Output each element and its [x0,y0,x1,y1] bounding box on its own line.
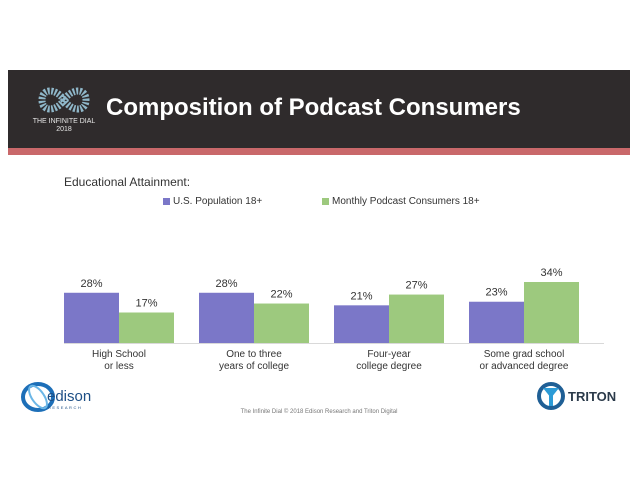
category-label: Four-year [367,349,411,360]
category-label: or advanced degree [480,361,569,372]
data-label: 21% [350,290,372,302]
infinite-dial-logo-text: THE INFINITE DIAL 2018 [22,118,106,134]
chart-title: Educational Attainment: [64,175,191,189]
page-title: Composition of Podcast Consumers [106,94,521,121]
category-label: One to three [226,349,282,360]
triton-digital-logo: TRITON [537,382,616,410]
data-label: 27% [405,280,427,292]
data-label: 28% [215,278,237,290]
data-label: 23% [485,287,507,299]
legend-item-us-population: U.S. Population 18+ [163,196,262,207]
bar-us-population-2 [334,305,389,343]
category-label: Some grad school [484,349,565,360]
category-label: High School [92,349,146,360]
triton-wordmark: TRITON [568,389,616,404]
footer-copyright: The Infinite Dial © 2018 Edison Research… [240,409,398,415]
bar-podcast-consumers-2 [389,294,444,343]
data-label: 22% [270,289,292,301]
category-label: or less [104,361,133,372]
logo-line-2: 2018 [56,126,72,133]
data-label: 17% [135,298,157,310]
edison-tagline: RESEARCH [48,405,82,410]
bar-podcast-consumers-0 [119,312,174,343]
data-label: 34% [540,267,562,279]
bar-podcast-consumers-1 [254,303,309,343]
category-label: years of college [219,361,289,372]
bar-podcast-consumers-3 [524,282,579,343]
legend-item-podcast-consumers: Monthly Podcast Consumers 18+ [322,196,480,207]
bar-us-population-0 [64,292,119,343]
edison-wordmark: edison [47,388,91,405]
legend-swatch-podcast-consumers [322,198,329,205]
legend-label-us-population: U.S. Population 18+ [173,196,263,207]
category-label: college degree [356,361,422,372]
legend-swatch-us-population [163,198,170,205]
logo-line-1: THE INFINITE DIAL [32,118,96,125]
bar-us-population-3 [469,301,524,343]
header-accent-stripe [8,148,630,155]
data-label: 28% [80,278,102,290]
edison-research-logo: edison RESEARCH [21,382,91,412]
bar-us-population-1 [199,292,254,343]
legend-label-podcast-consumers: Monthly Podcast Consumers 18+ [332,196,480,207]
infinity-logo-icon [38,87,90,113]
header-bar [8,70,630,148]
